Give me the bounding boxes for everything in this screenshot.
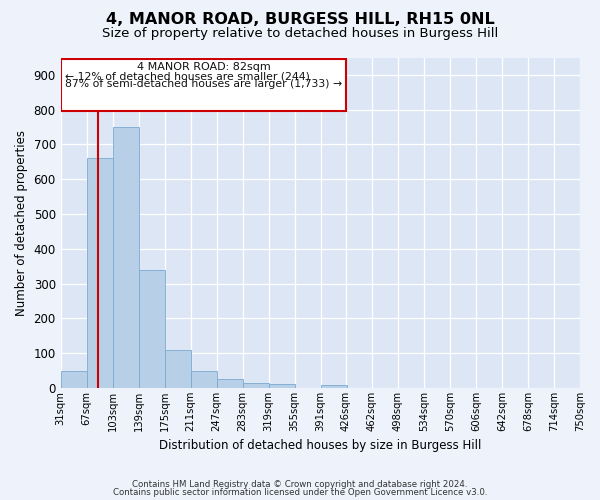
Text: ← 12% of detached houses are smaller (244): ← 12% of detached houses are smaller (24… — [65, 72, 310, 82]
Text: Contains HM Land Registry data © Crown copyright and database right 2024.: Contains HM Land Registry data © Crown c… — [132, 480, 468, 489]
Text: 87% of semi-detached houses are larger (1,733) →: 87% of semi-detached houses are larger (… — [65, 80, 342, 90]
Bar — [269, 384, 295, 388]
Bar — [113, 127, 139, 388]
Text: Contains public sector information licensed under the Open Government Licence v3: Contains public sector information licen… — [113, 488, 487, 497]
Bar — [86, 158, 113, 388]
Bar — [61, 370, 86, 388]
Y-axis label: Number of detached properties: Number of detached properties — [15, 130, 28, 316]
X-axis label: Distribution of detached houses by size in Burgess Hill: Distribution of detached houses by size … — [159, 440, 482, 452]
Bar — [61, 59, 346, 112]
Bar — [242, 383, 269, 388]
Bar — [191, 370, 217, 388]
Bar — [320, 385, 347, 388]
Text: 4, MANOR ROAD, BURGESS HILL, RH15 0NL: 4, MANOR ROAD, BURGESS HILL, RH15 0NL — [106, 12, 494, 26]
Bar — [139, 270, 164, 388]
Bar — [164, 350, 191, 388]
Bar — [217, 380, 242, 388]
Text: Size of property relative to detached houses in Burgess Hill: Size of property relative to detached ho… — [102, 28, 498, 40]
Text: 4 MANOR ROAD: 82sqm: 4 MANOR ROAD: 82sqm — [137, 62, 271, 72]
